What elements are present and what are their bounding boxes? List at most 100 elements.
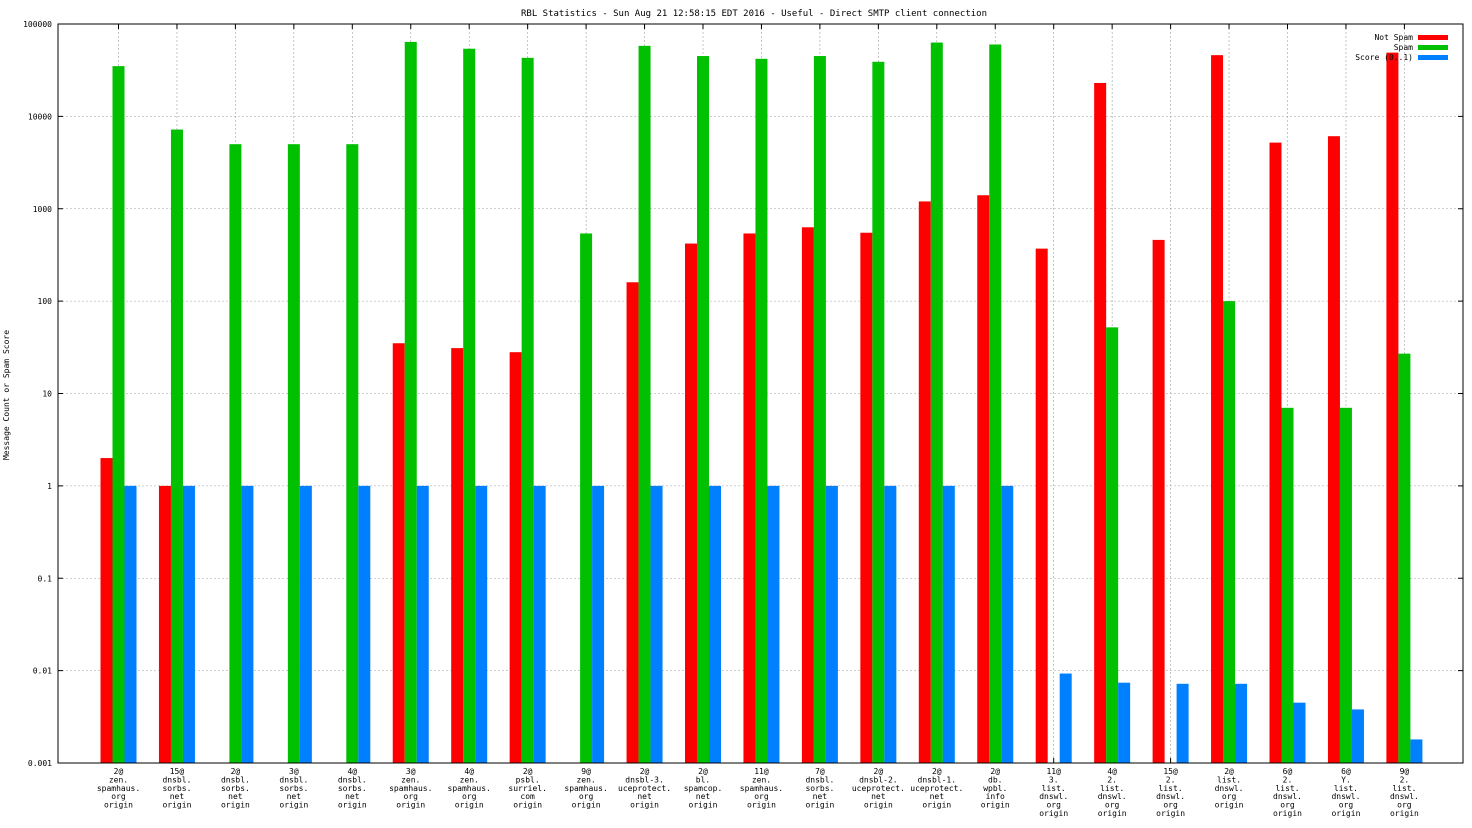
x-tick-label-line: 2@ <box>523 767 533 776</box>
x-tick-label-line: zen. <box>109 775 128 784</box>
x-tick-label-line: net <box>170 792 185 801</box>
bar-series-2 <box>1235 683 1248 763</box>
x-tick-label-line: net <box>345 792 360 801</box>
y-tick-labels: 0.001 0.01 0.1 1 10 100 1000 10000 100000 <box>23 20 52 768</box>
x-tick-label: 2@ bl. spamcop. net origin <box>684 767 723 810</box>
x-tick-label-line: list. <box>1217 775 1241 784</box>
bar-series-2 <box>533 485 546 763</box>
x-tick-label-line: spamhaus. <box>97 784 140 793</box>
bar-series-2 <box>709 485 721 763</box>
x-tick-label-line: list. <box>1275 784 1299 793</box>
bar-series-2 <box>825 485 838 763</box>
x-tick-label-line: 15@ <box>1163 767 1178 776</box>
x-tick-label-line: dnsbl. <box>279 775 308 784</box>
x-tick-label-line: 9@ <box>1400 767 1410 776</box>
bar-series-0 <box>977 195 990 764</box>
x-tick-label-line: dnsbl-1. <box>918 775 957 784</box>
x-tick-label-line: zen. <box>752 775 771 784</box>
x-tick-label-line: dnswl. <box>1390 792 1419 801</box>
x-tick-label-line: origin <box>572 801 601 810</box>
x-tick-label: 4@ zen. spamhaus. org origin <box>448 767 491 810</box>
x-tick-label-line: spamcop. <box>684 784 723 793</box>
x-tick-label-line: origin <box>747 801 776 810</box>
bar-series-0 <box>451 348 464 763</box>
x-tick-label-line: list. <box>1159 784 1183 793</box>
bar-series-1 <box>755 58 768 763</box>
x-tick-label-line: origin <box>922 801 951 810</box>
x-tick-label-line: dnsbl. <box>221 775 250 784</box>
y-tick-label: 0.01 <box>33 667 52 676</box>
x-tick-label-line: sorbs. <box>338 784 367 793</box>
x-tick-label-line: dnswl. <box>1039 792 1068 801</box>
bar-series-1 <box>1398 353 1411 763</box>
bar-series-2 <box>1118 682 1131 763</box>
bar-series-1 <box>1106 327 1119 763</box>
bar-series-1 <box>287 144 300 764</box>
x-tick-label-line: origin <box>981 801 1010 810</box>
x-tick-label-line: 7@ <box>815 767 825 776</box>
bar-series-0 <box>1327 136 1340 764</box>
x-tick-label-line: dnswl. <box>1273 792 1302 801</box>
x-tick-label-line: 2@ <box>990 767 1000 776</box>
x-tick-label-line: 4@ <box>1107 767 1117 776</box>
x-tick-label-line: dnsbl. <box>162 775 191 784</box>
bar-series-1 <box>813 56 826 764</box>
bar-series-2 <box>884 485 897 763</box>
x-tick-label: 2@ psbl. surriel. com origin <box>508 767 547 810</box>
bar-series-2 <box>767 485 780 763</box>
bar-series-1 <box>989 44 1002 763</box>
x-tick-label-line: sorbs. <box>162 784 191 793</box>
x-tick-label: 9@ zen. spamhaus. org origin <box>564 767 607 810</box>
bar-series-0 <box>392 343 405 763</box>
bar-series-2 <box>358 485 371 763</box>
bar-series-2 <box>1293 702 1306 763</box>
x-tick-label-line: dnsbl-2. <box>859 775 898 784</box>
x-tick-label: 7@ dnsbl. sorbs. net origin <box>805 767 834 810</box>
x-tick-label-line: sorbs. <box>279 784 308 793</box>
bar-series-1 <box>404 41 417 764</box>
x-tick-label-line: 2. <box>1283 775 1293 784</box>
x-tick-label-line: 6@ <box>1283 767 1293 776</box>
x-tick-label-line: net <box>637 792 652 801</box>
x-tick-label-line: origin <box>455 801 484 810</box>
bar-series-0 <box>860 232 873 763</box>
x-tick-label-line: origin <box>1215 801 1244 810</box>
bar-series-1 <box>229 144 242 764</box>
x-tick-label-line: 3@ <box>406 767 416 776</box>
bar-series-1 <box>346 144 359 764</box>
x-tick-label: 2@ dnsbl. sorbs. net origin <box>221 767 250 810</box>
bar-series-1 <box>463 48 476 763</box>
x-tick-label-line: list. <box>1100 784 1124 793</box>
bar-series-0 <box>1386 52 1399 763</box>
y-tick-label: 10000 <box>28 112 52 121</box>
x-tick-label-line: origin <box>1331 809 1360 818</box>
x-tick-label-line: dnsbl. <box>805 775 834 784</box>
y-tick-label: 100000 <box>23 20 52 29</box>
legend-label: Score (0..1) <box>1355 53 1413 62</box>
x-tick-label-line: 3. <box>1049 775 1059 784</box>
x-tick-label-line: psbl. <box>516 775 540 784</box>
x-tick-label-line: origin <box>864 801 893 810</box>
bar-series-1 <box>580 233 593 764</box>
bar-series-2 <box>241 485 254 763</box>
y-tick-label: 0.1 <box>38 574 53 583</box>
x-tick-label: 15@ 2. list. dnswl. org origin <box>1156 767 1185 818</box>
x-tick-label-line: dnsbl-3. <box>625 775 664 784</box>
x-tick-label-line: 15@ <box>170 767 185 776</box>
bar-series-0 <box>918 201 931 763</box>
y-tick-label: 10 <box>42 390 52 399</box>
x-tick-label: 6@ 2. list. dnswl. org origin <box>1273 767 1302 818</box>
x-tick-label-line: 2. <box>1107 775 1117 784</box>
x-tick-label-line: spamhaus. <box>740 784 783 793</box>
bar-series-2 <box>1410 739 1423 763</box>
bar-series-0 <box>626 282 639 763</box>
x-tick-label: 11@ zen. spamhaus. org origin <box>740 767 783 810</box>
bar-series-1 <box>638 45 651 764</box>
bar-series-0 <box>743 233 756 764</box>
x-tick-label: 11@ 3. list. dnswl. org origin <box>1039 767 1068 818</box>
bar-series-2 <box>299 485 312 763</box>
x-tick-label-line: info <box>986 792 1005 801</box>
legend-swatch <box>1418 45 1448 50</box>
